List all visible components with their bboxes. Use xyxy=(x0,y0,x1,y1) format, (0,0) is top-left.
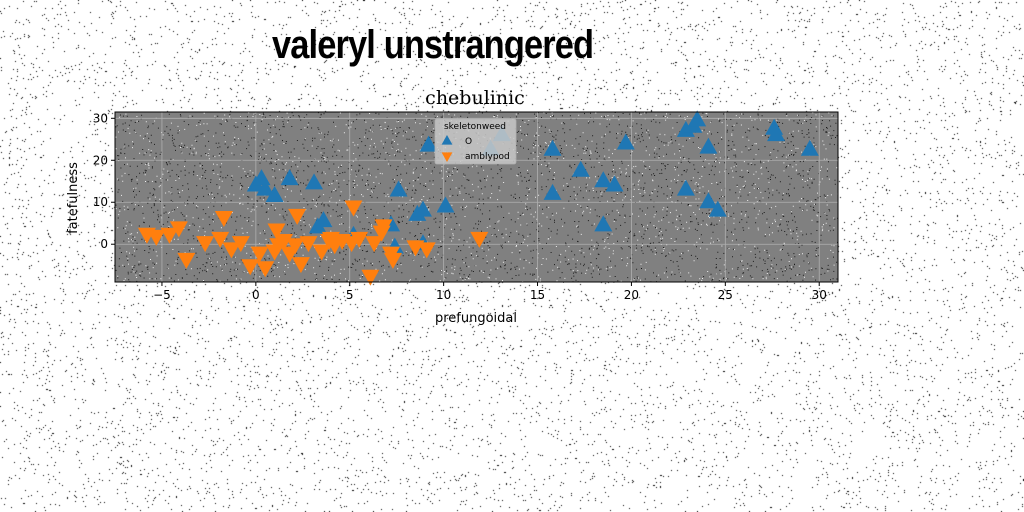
x-tick-label: −5 xyxy=(153,288,171,302)
point-amblypod xyxy=(250,246,269,263)
x-tick-label: 15 xyxy=(530,288,545,302)
x-tick-label: 10 xyxy=(436,288,451,302)
point-amblypod xyxy=(417,242,436,259)
point-o xyxy=(419,135,438,152)
point-o xyxy=(594,215,613,232)
axes xyxy=(114,111,839,283)
point-o xyxy=(265,185,284,202)
x-tick-label: 0 xyxy=(252,288,260,302)
legend-marker-o xyxy=(441,135,453,145)
y-axis-label: fatefulness xyxy=(66,162,81,234)
figure-suptitle: valeryl unstrangered xyxy=(272,23,594,67)
point-o xyxy=(389,180,408,197)
legend: skeletonweed O amblypod xyxy=(434,118,517,165)
series-amblypod-markers xyxy=(137,200,489,286)
point-o xyxy=(616,133,635,150)
point-amblypod xyxy=(288,208,307,225)
point-amblypod xyxy=(267,223,286,240)
point-amblypod xyxy=(383,252,402,269)
legend-marker-amblypod xyxy=(441,152,453,162)
legend-marker-amblypod-shape xyxy=(441,152,453,162)
point-o xyxy=(800,139,819,156)
point-o xyxy=(708,200,727,217)
legend-marker-o-shape xyxy=(441,135,453,145)
axes-frame xyxy=(114,111,839,283)
point-o xyxy=(308,217,327,234)
x-tick-label: 30 xyxy=(812,288,827,302)
point-amblypod xyxy=(147,229,166,246)
legend-title: skeletonweed xyxy=(444,122,506,132)
point-amblypod xyxy=(177,252,196,269)
point-o xyxy=(543,139,562,156)
point-o xyxy=(688,110,707,127)
point-amblypod xyxy=(320,234,339,251)
point-amblypod xyxy=(350,231,369,248)
point-amblypod xyxy=(299,236,318,253)
point-amblypod xyxy=(291,257,310,274)
point-o xyxy=(305,173,324,190)
x-tick-label: 25 xyxy=(718,288,733,302)
x-tick-label: 20 xyxy=(624,288,639,302)
y-tick-label: 0 xyxy=(100,237,108,251)
point-amblypod xyxy=(241,259,260,276)
point-amblypod xyxy=(211,231,230,248)
point-amblypod xyxy=(169,221,188,238)
point-o xyxy=(413,200,432,217)
point-amblypod xyxy=(231,236,250,253)
point-amblypod xyxy=(365,236,384,253)
point-amblypod xyxy=(160,227,179,244)
point-amblypod xyxy=(196,236,215,253)
point-amblypod xyxy=(470,231,489,248)
y-tick-label: 30 xyxy=(93,111,108,125)
point-o xyxy=(280,169,299,186)
point-amblypod xyxy=(275,234,294,251)
point-o xyxy=(594,171,613,188)
point-o xyxy=(767,125,786,142)
y-tick-labels: 0 10 20 30 xyxy=(93,111,115,251)
point-o xyxy=(699,137,718,154)
point-o xyxy=(676,179,695,196)
point-amblypod xyxy=(222,242,241,259)
point-o xyxy=(543,183,562,200)
point-amblypod xyxy=(256,261,275,278)
point-o xyxy=(676,120,695,137)
legend-label-o: O xyxy=(465,137,472,147)
point-o xyxy=(571,160,590,177)
point-amblypod xyxy=(286,238,305,255)
point-o xyxy=(605,175,624,192)
legend-label-amblypod: amblypod xyxy=(465,152,510,162)
chart-title: chebulinic xyxy=(425,87,525,109)
point-o xyxy=(436,196,455,213)
point-amblypod xyxy=(312,244,331,261)
point-amblypod xyxy=(361,269,380,286)
point-o xyxy=(699,192,718,209)
point-o xyxy=(256,179,275,196)
legend-box xyxy=(434,118,517,165)
y-tick-label: 10 xyxy=(93,195,108,209)
point-amblypod xyxy=(374,219,393,236)
x-axis-label: prefungoidal xyxy=(435,311,517,326)
gridlines xyxy=(115,112,838,282)
point-amblypod xyxy=(214,210,233,227)
point-amblypod xyxy=(344,200,363,217)
x-tick-label: 5 xyxy=(346,288,354,302)
y-tick-label: 20 xyxy=(93,153,108,167)
x-tick-labels: −5 0 5 10 15 20 25 30 xyxy=(153,282,827,302)
